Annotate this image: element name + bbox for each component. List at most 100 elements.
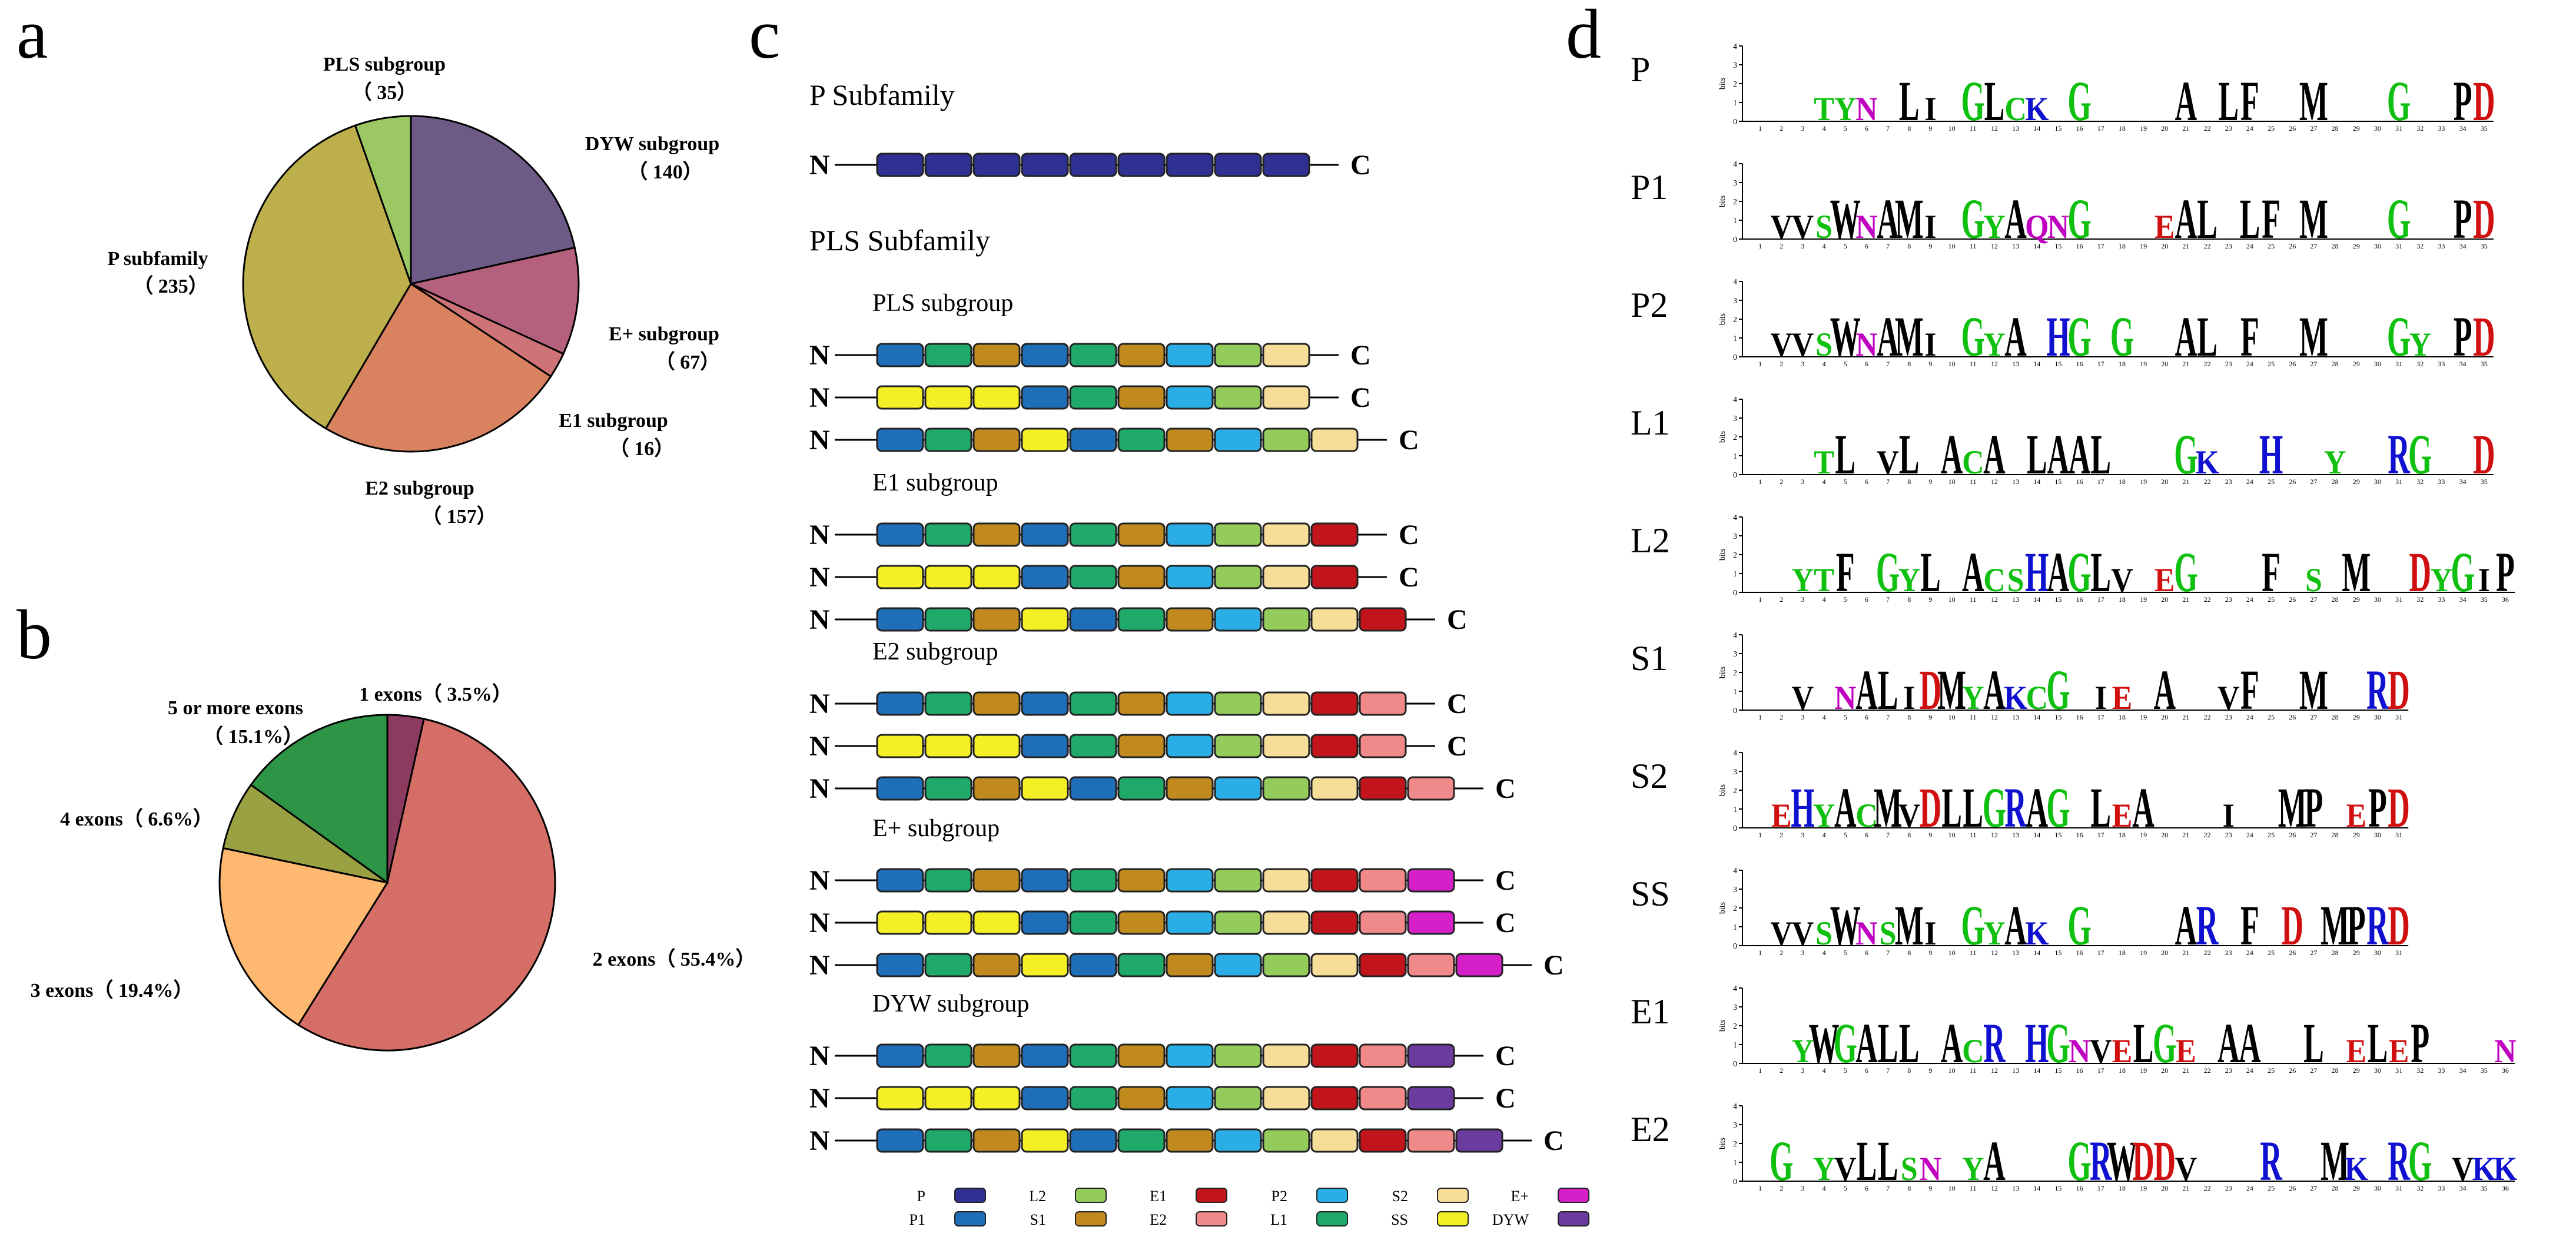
- x-tick-label: 12: [1991, 595, 1998, 604]
- logo-letter: W: [2107, 1129, 2137, 1192]
- x-tick-label: 34: [2459, 124, 2467, 132]
- domain-P: [1021, 153, 1069, 177]
- logo-letter: A: [1941, 423, 1963, 486]
- y-tick-label: 2: [1733, 433, 1737, 442]
- x-tick-label: 2: [1780, 595, 1783, 604]
- y-tick-label: 4: [1733, 867, 1737, 876]
- logo-letter: F: [1836, 541, 1855, 604]
- logo-letter: G: [1876, 541, 1900, 604]
- group-title: E+ subgroup: [872, 815, 1000, 842]
- x-tick-label: 28: [2332, 831, 2339, 839]
- logo-letter: R: [2366, 658, 2389, 721]
- c-terminus-label: C: [1495, 1083, 1516, 1114]
- x-tick-label: 1: [1758, 831, 1762, 839]
- n-terminus-label: N: [809, 907, 830, 939]
- c-terminus-label: C: [1495, 907, 1516, 939]
- logo-letter: W: [1830, 305, 1861, 368]
- domain-S1: [972, 776, 1021, 801]
- x-tick-label: 25: [2268, 831, 2275, 839]
- logo-letter: I: [1924, 914, 1936, 952]
- logo-letter: N: [2494, 1032, 2517, 1070]
- x-tick-label: 24: [2246, 595, 2253, 604]
- x-tick-label: 18: [2119, 478, 2126, 486]
- x-tick-label: 3: [1801, 1184, 1804, 1192]
- logo-letter: C: [1962, 443, 1984, 481]
- x-tick-label: 4: [1823, 713, 1826, 721]
- label-5exon: 5 or more exons: [168, 697, 303, 719]
- y-axis-label: bits: [1718, 667, 1727, 678]
- domain-SS: [924, 1086, 972, 1111]
- domain-P1: [1069, 776, 1117, 801]
- x-tick-label: 33: [2438, 595, 2445, 604]
- x-tick-label: 13: [2012, 478, 2019, 486]
- domain-S1: [1117, 868, 1166, 893]
- domain-S2: [1310, 427, 1359, 452]
- n-terminus-label: N: [809, 519, 830, 551]
- x-tick-label: 18: [2119, 360, 2126, 368]
- x-tick-label: 19: [2140, 242, 2147, 250]
- x-tick-label: 1: [1758, 242, 1762, 250]
- x-tick-label: 20: [2161, 124, 2168, 132]
- domain-P1: [876, 1043, 924, 1068]
- x-tick-label: 7: [1886, 713, 1890, 721]
- logo-letter: G: [1983, 776, 2006, 839]
- domain-E+: [1455, 953, 1503, 977]
- x-tick-label: 33: [2438, 242, 2445, 250]
- x-tick-label: 33: [2438, 1066, 2445, 1075]
- x-tick-label: 5: [1844, 478, 1847, 486]
- domain-P1: [876, 607, 924, 632]
- logo-letter: V: [1792, 208, 1814, 246]
- domain-L1: [1117, 607, 1166, 632]
- x-tick-label: 13: [2012, 124, 2019, 132]
- n-terminus-label: N: [809, 773, 830, 804]
- domain-L1: [1069, 910, 1117, 935]
- domain-P1: [1021, 343, 1069, 367]
- logo-letter: A: [1877, 187, 1899, 250]
- y-tick-label: 1: [1733, 688, 1737, 697]
- logo-letter: S: [2305, 561, 2322, 599]
- logo-letter: D: [2473, 69, 2495, 132]
- y-axis-label: bits: [1718, 1020, 1727, 1032]
- domain-P: [1069, 153, 1117, 177]
- x-tick-label: 3: [1801, 242, 1804, 250]
- logo-letter: E: [2112, 1032, 2133, 1070]
- logo-letter: G: [1834, 1012, 1857, 1075]
- y-tick-label: 4: [1733, 42, 1737, 51]
- x-tick-label: 15: [2054, 831, 2062, 839]
- x-tick-label: 31: [2395, 1184, 2402, 1192]
- domain-L1: [1069, 565, 1117, 589]
- logo-letter: G: [2408, 423, 2432, 486]
- logo-letter: L: [1984, 69, 2005, 132]
- x-tick-label: 9: [1928, 831, 1932, 839]
- domain-SS: [876, 565, 924, 589]
- logo-letter: V: [1877, 443, 1899, 481]
- x-tick-label: 11: [1970, 1066, 1977, 1075]
- domain-L1: [924, 1128, 972, 1153]
- x-tick-label: 19: [2140, 1066, 2147, 1075]
- logo-letter: D: [2132, 1129, 2155, 1192]
- x-tick-label: 13: [2012, 1184, 2019, 1192]
- logo-letter: L: [2218, 69, 2239, 132]
- x-tick-label: 20: [2161, 1184, 2168, 1192]
- legend-swatch-SS: [1437, 1211, 1469, 1227]
- logo-letter: A: [1855, 1012, 1878, 1075]
- domain-L1: [924, 1043, 972, 1068]
- domain-P1: [876, 427, 924, 452]
- x-tick-label: 5: [1844, 124, 1847, 132]
- x-tick-label: 14: [2033, 242, 2040, 250]
- logo-letter: G: [2387, 305, 2411, 368]
- logo-letter: I: [1903, 679, 1915, 717]
- x-tick-label: 1: [1758, 1184, 1762, 1192]
- logo-letter: A: [1855, 658, 1878, 721]
- domain-S1: [972, 691, 1021, 716]
- logo-letter: S: [2007, 561, 2024, 599]
- domain-P: [1214, 153, 1262, 177]
- x-tick-label: 13: [2012, 713, 2019, 721]
- x-tick-label: 17: [2097, 1184, 2104, 1192]
- logo-letter: A: [2047, 541, 2070, 604]
- domain-L1: [1069, 691, 1117, 716]
- x-tick-label: 20: [2161, 831, 2168, 839]
- logo-letter: P: [2347, 894, 2366, 957]
